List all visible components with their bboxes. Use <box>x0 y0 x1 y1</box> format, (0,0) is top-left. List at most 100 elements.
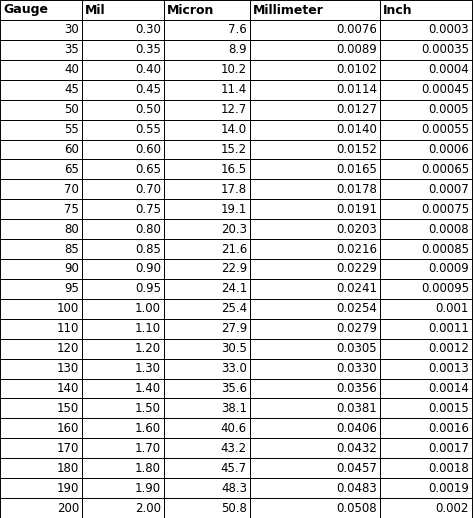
Text: 0.0076: 0.0076 <box>336 23 377 36</box>
Bar <box>164 358 250 379</box>
Text: 0.0016: 0.0016 <box>428 422 469 435</box>
Bar <box>82 379 164 398</box>
Text: 0.0203: 0.0203 <box>336 223 377 236</box>
Text: Gauge: Gauge <box>3 4 48 17</box>
Text: 0.60: 0.60 <box>135 143 161 156</box>
Bar <box>0 438 82 458</box>
Text: 120: 120 <box>56 342 79 355</box>
Bar <box>0 239 82 259</box>
Text: 27.9: 27.9 <box>221 322 247 335</box>
Bar <box>0 219 82 239</box>
Text: 130: 130 <box>57 362 79 375</box>
Bar <box>250 419 380 438</box>
Text: 1.30: 1.30 <box>135 362 161 375</box>
Text: 0.001: 0.001 <box>436 303 469 315</box>
Bar <box>250 160 380 179</box>
Bar <box>0 0 82 20</box>
Text: 0.95: 0.95 <box>135 282 161 295</box>
Bar <box>82 438 164 458</box>
Text: 200: 200 <box>57 501 79 514</box>
Text: 0.0457: 0.0457 <box>336 462 377 474</box>
Bar <box>0 20 82 40</box>
Bar <box>82 160 164 179</box>
Bar <box>164 0 250 20</box>
Bar <box>250 279 380 299</box>
Bar <box>164 259 250 279</box>
Bar <box>82 319 164 339</box>
Bar <box>164 219 250 239</box>
Bar <box>164 398 250 419</box>
Bar <box>250 478 380 498</box>
Text: 0.55: 0.55 <box>135 123 161 136</box>
Text: 0.0178: 0.0178 <box>336 183 377 196</box>
Bar <box>380 498 472 518</box>
Text: 140: 140 <box>56 382 79 395</box>
Text: 85: 85 <box>64 242 79 255</box>
Bar <box>250 339 380 358</box>
Text: 16.5: 16.5 <box>221 163 247 176</box>
Bar <box>164 80 250 99</box>
Text: 15.2: 15.2 <box>221 143 247 156</box>
Text: 0.45: 0.45 <box>135 83 161 96</box>
Text: 0.0019: 0.0019 <box>428 482 469 495</box>
Text: 190: 190 <box>56 482 79 495</box>
Bar <box>82 20 164 40</box>
Bar <box>164 419 250 438</box>
Text: 0.0140: 0.0140 <box>336 123 377 136</box>
Bar <box>82 40 164 60</box>
Bar <box>250 319 380 339</box>
Bar <box>250 379 380 398</box>
Text: 0.0305: 0.0305 <box>337 342 377 355</box>
Text: 0.00095: 0.00095 <box>421 282 469 295</box>
Bar <box>164 179 250 199</box>
Text: 0.0102: 0.0102 <box>336 63 377 76</box>
Bar <box>380 299 472 319</box>
Bar <box>380 99 472 120</box>
Bar <box>164 319 250 339</box>
Text: 0.0279: 0.0279 <box>336 322 377 335</box>
Bar <box>0 319 82 339</box>
Bar <box>380 379 472 398</box>
Bar <box>82 498 164 518</box>
Bar <box>250 199 380 219</box>
Text: 80: 80 <box>64 223 79 236</box>
Text: 0.00055: 0.00055 <box>421 123 469 136</box>
Text: 14.0: 14.0 <box>221 123 247 136</box>
Bar <box>0 458 82 478</box>
Bar <box>164 438 250 458</box>
Text: 1.40: 1.40 <box>135 382 161 395</box>
Bar <box>0 498 82 518</box>
Text: 22.9: 22.9 <box>221 263 247 276</box>
Bar <box>380 279 472 299</box>
Text: 0.85: 0.85 <box>135 242 161 255</box>
Text: 75: 75 <box>64 203 79 215</box>
Bar <box>82 339 164 358</box>
Text: Millimeter: Millimeter <box>253 4 324 17</box>
Text: 0.0005: 0.0005 <box>428 103 469 116</box>
Text: 70: 70 <box>64 183 79 196</box>
Text: 25.4: 25.4 <box>221 303 247 315</box>
Bar <box>380 160 472 179</box>
Bar <box>250 40 380 60</box>
Text: 7.6: 7.6 <box>228 23 247 36</box>
Bar <box>0 139 82 160</box>
Bar <box>82 299 164 319</box>
Text: 55: 55 <box>64 123 79 136</box>
Text: 0.00085: 0.00085 <box>421 242 469 255</box>
Text: 65: 65 <box>64 163 79 176</box>
Text: 0.0004: 0.0004 <box>428 63 469 76</box>
Text: 95: 95 <box>64 282 79 295</box>
Text: 0.80: 0.80 <box>135 223 161 236</box>
Bar <box>380 358 472 379</box>
Text: 0.50: 0.50 <box>135 103 161 116</box>
Bar <box>82 259 164 279</box>
Text: Mil: Mil <box>85 4 106 17</box>
Text: 170: 170 <box>56 442 79 455</box>
Text: 0.0229: 0.0229 <box>336 263 377 276</box>
Text: 0.00035: 0.00035 <box>421 44 469 56</box>
Bar <box>164 120 250 139</box>
Text: 0.30: 0.30 <box>135 23 161 36</box>
Text: 0.0127: 0.0127 <box>336 103 377 116</box>
Text: 1.80: 1.80 <box>135 462 161 474</box>
Bar <box>380 419 472 438</box>
